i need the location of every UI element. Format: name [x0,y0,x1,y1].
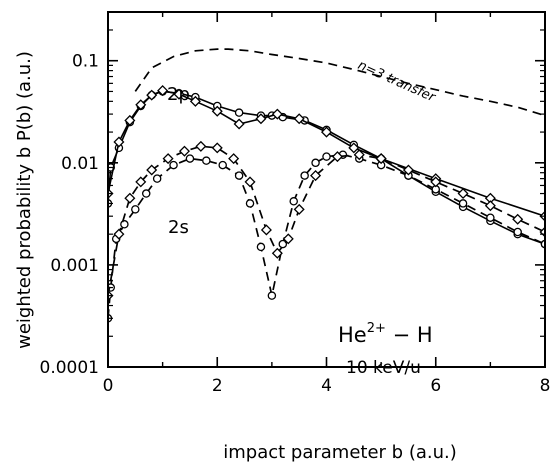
x-tick-label-0: 0 [103,376,114,396]
marker-diamond-2p-2-10 [255,113,267,125]
marker-diamond-2p-2-2 [124,114,136,126]
marker-circle-2s-3-9 [202,156,211,165]
marker-diamond-2p-2-12 [293,113,305,125]
marker-diamond-2s-4-14 [293,203,305,215]
x-axis-label: impact parameter b (a.u.) [223,442,457,463]
marker-circle-2s-3-25 [458,199,468,208]
marker-diamond-2p-2-1 [113,136,125,148]
marker-circle-2s-3-13 [256,242,266,252]
marker-diamond-2p-2-14 [348,142,360,154]
marker-diamond-2s-4-18 [375,153,387,165]
marker-circle-2s-3-12 [245,199,255,208]
marker-diamond-2p-2-9 [233,118,245,130]
series-line-n-3-transfer-0 [134,48,545,117]
marker-diamond-2s-4-1 [113,228,125,240]
marker-diamond-2s-4-20 [430,176,442,188]
marker-circle-2s-3-18 [311,158,320,168]
marker-circle-2s-3-11 [234,171,244,180]
marker-diamond-2p-2-4 [146,89,158,101]
marker-circle-2s-3-6 [152,174,162,183]
y-tick-label-3: 0.1 [72,52,99,72]
marker-diamond-2p-2-11 [271,108,283,120]
x-tick-label-4: 8 [540,376,551,396]
marker-diamond-2s-4-21 [457,188,469,200]
marker-circle-2s-3-14 [267,291,277,300]
marker-diamond-2s-4-11 [260,224,272,236]
plot-frame [107,11,546,368]
marker-diamond-2s-4-6 [178,145,190,157]
marker-circle-2s-3-5 [141,189,151,198]
ticks-layer: 0 2 4 6 8 0.0001 0.001 0.01 0.1 [40,12,551,396]
marker-diamond-2s-4-4 [146,164,158,176]
system-label-tail: − H [386,323,433,347]
y-tick-label-0: 0.0001 [40,358,99,378]
marker-diamond-2p-2-7 [189,95,201,107]
marker-diamond-2p-2-13 [320,126,333,138]
marker-diamond-2p-2-8 [211,105,223,117]
marker-diamond-2s-4-8 [211,142,223,154]
system-label-base: He [338,323,367,347]
marker-diamond-2s-4-2 [124,192,136,204]
marker-diamond-2s-4-19 [402,164,414,176]
marker-circle-2s-3-4 [131,205,140,214]
marker-circle-2s-3-10 [218,160,227,170]
marker-circle-2s-3-7 [169,160,178,170]
x-tick-label-2: 4 [321,376,332,396]
series-layer [108,48,545,323]
marker-diamond-2s-4-9 [228,153,240,165]
marker-circle-2s-3-15 [278,239,288,249]
marker-circle-2s-3-19 [322,152,331,161]
label-2s: 2s [168,217,189,238]
x-tick-label-3: 6 [430,376,441,396]
y-tick-label-1: 0.001 [50,256,99,276]
marker-diamond-2s-4-5 [162,153,174,165]
y-axis-label: weighted probability b P(b) (a.u.) [14,51,35,349]
marker-diamond-2s-4-3 [135,176,147,188]
marker-diamond-2s-4-10 [244,176,256,188]
marker-circle-2s-3-27 [513,227,522,237]
marker-diamond-2s-4-7 [195,140,207,152]
marker-diamond-2s-4-22 [484,200,496,212]
marker-diamond-2s-4-16 [331,151,343,163]
marker-diamond-2s-4-23 [512,213,524,225]
marker-diamond-2s-4-17 [353,149,365,161]
marker-diamond-2s-4-12 [271,247,283,259]
marker-circle-2s-3-26 [486,213,495,222]
marker-diamond-2s-4-13 [282,233,294,245]
energy-label: 10 keV/u [346,358,421,378]
marker-circle-2s-3-17 [300,171,309,180]
marker-circle-2s-3-8 [185,154,195,163]
marker-circle-2p-1-10 [234,108,244,117]
x-tick-label-1: 2 [212,376,223,396]
marker-circle-2s-3-16 [289,197,298,206]
marker-diamond-2p-2-5 [157,85,169,97]
marker-diamond-2p-2-3 [135,99,147,111]
label-2p: 2p [167,84,190,105]
system-label-sup: 2+ [367,321,386,336]
marker-diamond-2p-2-6 [173,88,185,100]
label-n3-transfer: n=3 transfer [355,58,438,106]
marker-circle-2s-3-3 [120,220,129,229]
series-line-2s-3 [108,153,545,319]
marker-diamond-2s-4-15 [310,170,322,182]
y-tick-label-2: 0.01 [61,154,99,174]
system-label: He2+ − H [338,321,433,347]
